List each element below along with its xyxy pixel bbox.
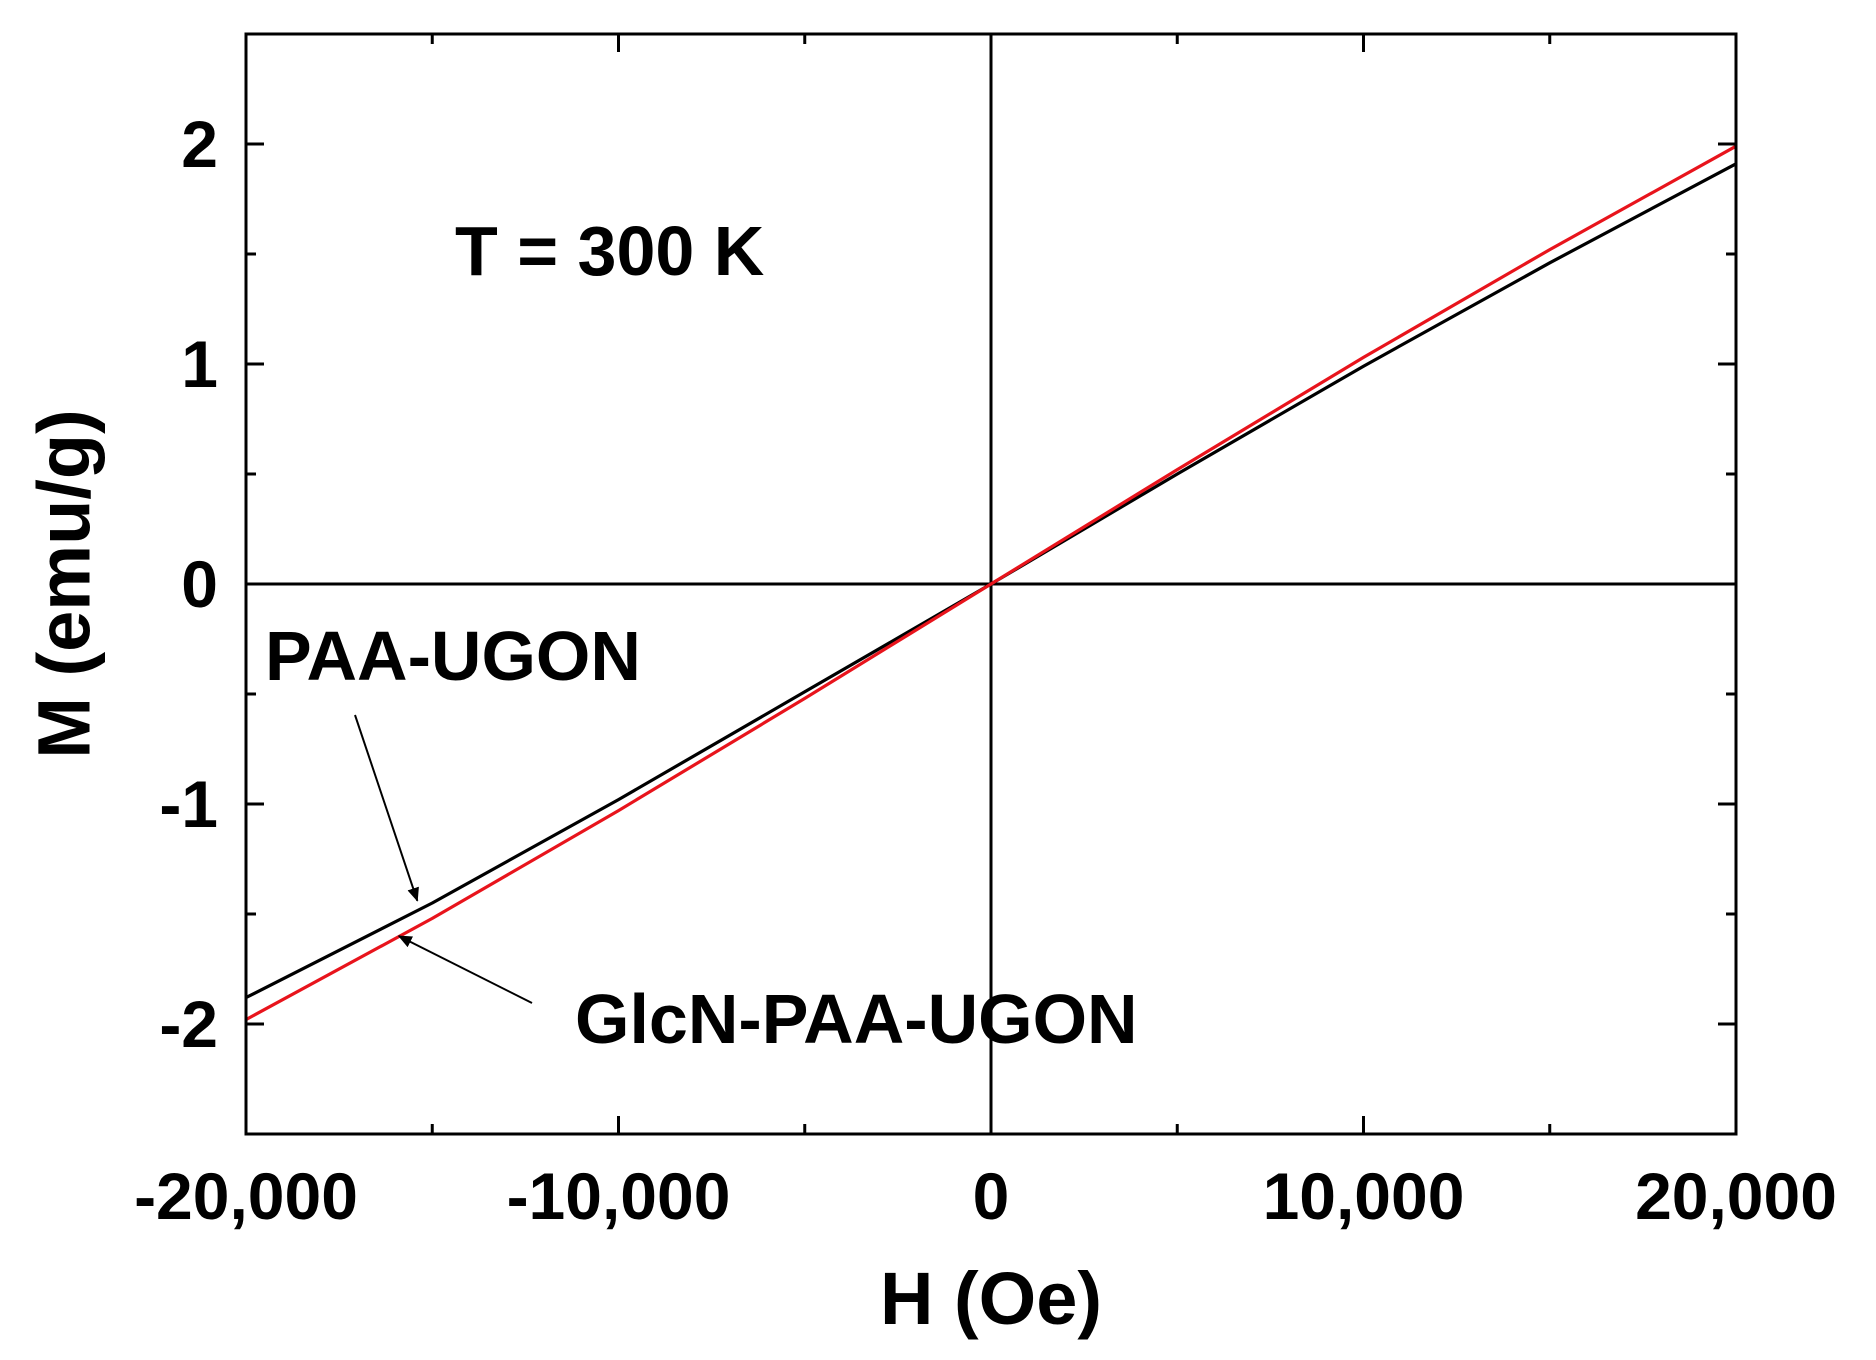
axis-ticks: [244, 32, 1738, 1136]
arrow-paa-ugon: [354, 714, 419, 902]
y-tick-label: -2: [159, 987, 218, 1061]
x-axis-label: H (Oe): [880, 1257, 1102, 1340]
x-tick-label: -20,000: [134, 1159, 358, 1233]
arrow-glcn-paa-ugon: [397, 935, 533, 1004]
temperature-annotation: T = 300 K: [455, 212, 764, 290]
series-group: [245, 144, 1737, 1022]
series-line-glcn-paa-ugon: [245, 144, 1737, 1022]
series-label-glcn-paa-ugon: GlcN-PAA-UGON: [575, 980, 1138, 1058]
y-tick-label: -1: [159, 767, 218, 841]
x-tick-label: 10,000: [1263, 1159, 1465, 1233]
y-tick-label: 2: [181, 107, 218, 181]
y-axis-label: M (emu/g): [23, 409, 106, 758]
x-tick-label: -10,000: [507, 1159, 731, 1233]
y-tick-label: 0: [181, 547, 218, 621]
tick-labels: -20,000 -10,000 0 10,000 20,000 -2 -1 0 1 2: [134, 107, 1837, 1233]
x-tick-label: 20,000: [1635, 1159, 1837, 1233]
series-label-paa-ugon: PAA-UGON: [265, 617, 641, 695]
series-label-arrows: [354, 714, 533, 1004]
y-tick-label: 1: [181, 327, 218, 401]
x-tick-label: 0: [973, 1159, 1010, 1233]
